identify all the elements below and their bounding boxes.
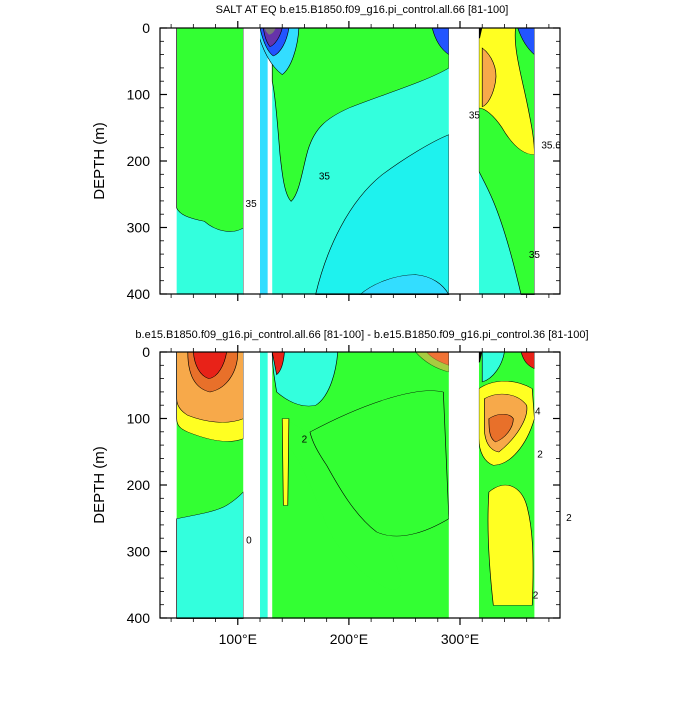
contour-label: 35 — [469, 110, 481, 121]
fill-region — [264, 28, 276, 35]
fill-region — [271, 351, 339, 407]
y-tick-label: 0 — [142, 20, 150, 36]
fill-region — [478, 27, 535, 155]
y-tick-label: 300 — [127, 544, 151, 560]
land-mask — [448, 28, 479, 295]
contour-label: 35 — [319, 172, 331, 183]
x-tick-label: 100°E — [219, 631, 257, 647]
y-tick-label: 200 — [127, 153, 151, 169]
x-tick-label: 200°E — [330, 631, 368, 647]
contour-label: 35 — [246, 199, 258, 210]
difference-panel: b.e15.B1850.f09_g16.pi_control.all.66 [8… — [91, 329, 589, 647]
fill-region — [259, 28, 268, 295]
fill-region — [176, 491, 244, 619]
y-tick-label: 400 — [127, 286, 151, 302]
fill-region — [259, 352, 268, 619]
fill-region — [359, 274, 450, 295]
land-mask — [243, 352, 260, 619]
y-tick-label: 100 — [127, 411, 151, 427]
contour-label: 2 — [566, 513, 572, 524]
contour-labels: 35 35 35 35.6 35 — [246, 110, 562, 261]
contour-label: 2 — [537, 450, 543, 461]
x-axis-ticks: 100°E 200°E 300°E — [170, 345, 550, 647]
fill-region — [309, 390, 450, 537]
salinity-panel: SALT AT EQ b.e15.B1850.f09_g16.pi_contro… — [91, 4, 561, 302]
contour-field — [176, 27, 560, 295]
land-mask — [448, 352, 479, 619]
panel-title: SALT AT EQ b.e15.B1850.f09_g16.pi_contro… — [216, 4, 509, 16]
contour-label: 2 — [302, 434, 308, 445]
fill-region — [487, 484, 534, 606]
y-axis-ticks: 0 100 200 300 400 — [127, 20, 560, 302]
fill-region — [281, 418, 290, 506]
y-axis-label: DEPTH (m) — [91, 446, 108, 524]
fill-region — [488, 413, 514, 443]
contour-label: 35 — [529, 250, 541, 261]
contour-field — [176, 351, 560, 619]
y-tick-label: 0 — [142, 344, 150, 360]
fill-region — [176, 27, 244, 295]
fill-region — [315, 134, 450, 295]
y-axis-ticks: 0 100 200 300 400 — [127, 344, 560, 626]
y-tick-label: 200 — [127, 477, 151, 493]
y-tick-label: 100 — [127, 87, 151, 103]
fill-region — [271, 27, 450, 202]
contour-labels: 0 2 4 2 2 2 — [246, 407, 572, 602]
x-axis-ticks — [170, 21, 550, 301]
fill-region — [267, 28, 273, 295]
contour-label: 35.6 — [541, 140, 561, 151]
panel-title: b.e15.B1850.f09_g16.pi_control.all.66 [8… — [135, 329, 588, 341]
fill-region — [192, 351, 228, 379]
contour-label: 0 — [246, 536, 252, 547]
land-mask — [243, 28, 260, 295]
y-tick-label: 400 — [127, 610, 151, 626]
contour-label: 2 — [533, 591, 539, 602]
y-tick-label: 300 — [127, 220, 151, 236]
x-tick-label: 300°E — [441, 631, 479, 647]
fill-region — [481, 47, 497, 108]
contour-label: 4 — [535, 407, 541, 418]
y-axis-label: DEPTH (m) — [91, 122, 108, 200]
fill-region — [267, 352, 273, 619]
fill-region — [284, 418, 402, 590]
